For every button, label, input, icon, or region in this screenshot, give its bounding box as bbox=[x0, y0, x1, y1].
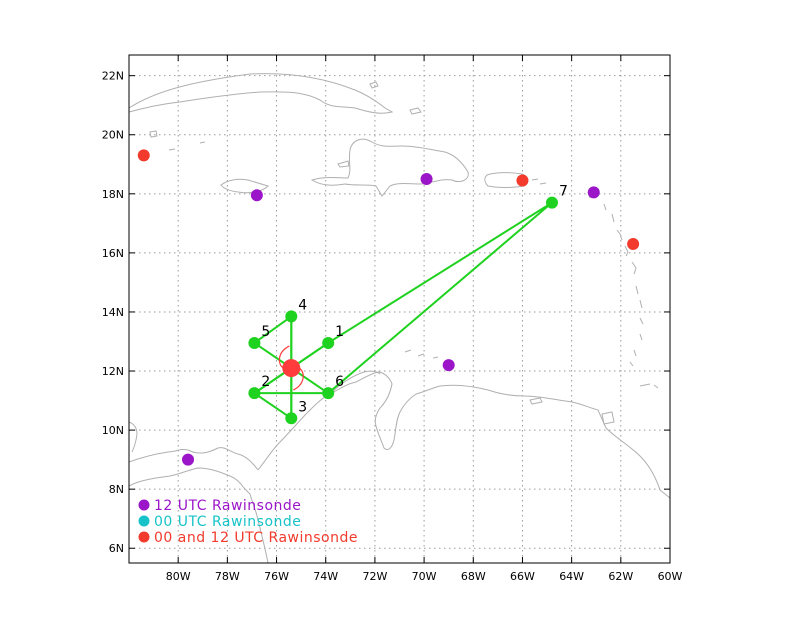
x-tick-label: 74W bbox=[313, 570, 338, 583]
rawinsonde-station-00-12utc bbox=[137, 149, 150, 162]
x-tick-label: 72W bbox=[362, 570, 387, 583]
plot-frame bbox=[128, 54, 671, 564]
rawinsonde-station-12utc bbox=[587, 186, 600, 199]
x-tick-label: 76W bbox=[264, 570, 289, 583]
flight-point-3 bbox=[285, 412, 298, 425]
x-tick-label: 66W bbox=[510, 570, 535, 583]
coastline-panama-south bbox=[129, 467, 269, 563]
x-tick-label: 60W bbox=[658, 570, 683, 583]
flight-point-label: 2 bbox=[261, 374, 270, 390]
legend-marker bbox=[138, 531, 150, 543]
y-tick-label: 16N bbox=[102, 247, 124, 260]
rawinsonde-station-12utc bbox=[420, 173, 433, 186]
flight-point-label: 4 bbox=[298, 297, 307, 313]
y-tick-label: 14N bbox=[102, 306, 124, 319]
y-tick-label: 10N bbox=[102, 424, 124, 437]
y-tick-label: 6N bbox=[109, 542, 124, 555]
x-tick-label: 80W bbox=[166, 570, 191, 583]
coastline-abc bbox=[404, 349, 439, 359]
axes: 80W 78W 76W 74W 72W 70W 68W 66W 64W 62W 60W 6N 8N 10N… bbox=[102, 54, 683, 583]
coastline-turks bbox=[409, 107, 422, 115]
flight-point-2 bbox=[248, 387, 261, 400]
flight-point-label: 6 bbox=[335, 374, 344, 390]
coastline-hispaniola bbox=[310, 138, 469, 197]
coastline-caicos bbox=[369, 81, 379, 89]
flight-point-label: 3 bbox=[298, 399, 307, 415]
coastline-virgin-islands bbox=[531, 178, 547, 185]
flight-track bbox=[253, 201, 553, 420]
x-tick-label: 62W bbox=[608, 570, 633, 583]
storm-center-marker bbox=[282, 359, 301, 378]
rawinsonde-stations bbox=[137, 149, 640, 466]
rawinsonde-station-12utc bbox=[250, 189, 263, 202]
legend-label: 00 and 12 UTC Rawinsonde bbox=[154, 530, 358, 546]
y-tick-label: 20N bbox=[102, 129, 124, 142]
coastline-guajira bbox=[329, 370, 381, 395]
legend-label: 00 UTC Rawinsonde bbox=[154, 514, 301, 530]
y-tick-label: 12N bbox=[102, 365, 124, 378]
rawinsonde-station-00-12utc bbox=[627, 238, 640, 251]
flight-point-6 bbox=[322, 387, 335, 400]
flight-points: 1 2 3 4 5 6 7 bbox=[248, 184, 568, 425]
rawinsonde-station-00-12utc bbox=[516, 174, 529, 187]
legend-marker bbox=[138, 515, 150, 527]
flight-point-label: 7 bbox=[559, 184, 568, 200]
flight-point-label: 1 bbox=[335, 324, 344, 340]
coastline-trinidad bbox=[601, 411, 615, 425]
y-tick-label: 8N bbox=[109, 483, 124, 496]
coastline-central-america bbox=[129, 421, 259, 471]
flight-point-5 bbox=[248, 336, 261, 349]
y-tick-label: 18N bbox=[102, 188, 124, 201]
x-tick-label: 78W bbox=[215, 570, 240, 583]
coastline-islet bbox=[149, 130, 158, 138]
rawinsonde-station-12utc bbox=[442, 359, 455, 372]
coastline-gonave bbox=[337, 160, 350, 168]
flight-point-1 bbox=[322, 336, 335, 349]
x-tick-label: 64W bbox=[559, 570, 584, 583]
legend-marker bbox=[138, 499, 150, 511]
gridlines bbox=[129, 55, 671, 563]
x-tick-label: 68W bbox=[461, 570, 486, 583]
coastline-cuba bbox=[129, 73, 394, 114]
coastline-cayman bbox=[168, 141, 206, 151]
rawinsonde-station-12utc bbox=[182, 453, 195, 466]
flight-point-label: 5 bbox=[261, 324, 270, 340]
plot-background bbox=[129, 55, 670, 563]
x-tick-label: 70W bbox=[412, 570, 437, 583]
coastline-margarita bbox=[529, 397, 543, 405]
y-tick-label: 22N bbox=[102, 70, 124, 83]
storm-center-arc-bottom bbox=[293, 367, 304, 391]
legend-label: 12 UTC Rawinsonde bbox=[154, 498, 301, 514]
flight-point-7 bbox=[545, 196, 558, 209]
flight-point-4 bbox=[285, 310, 298, 323]
storm-center-arc-top bbox=[278, 345, 290, 369]
